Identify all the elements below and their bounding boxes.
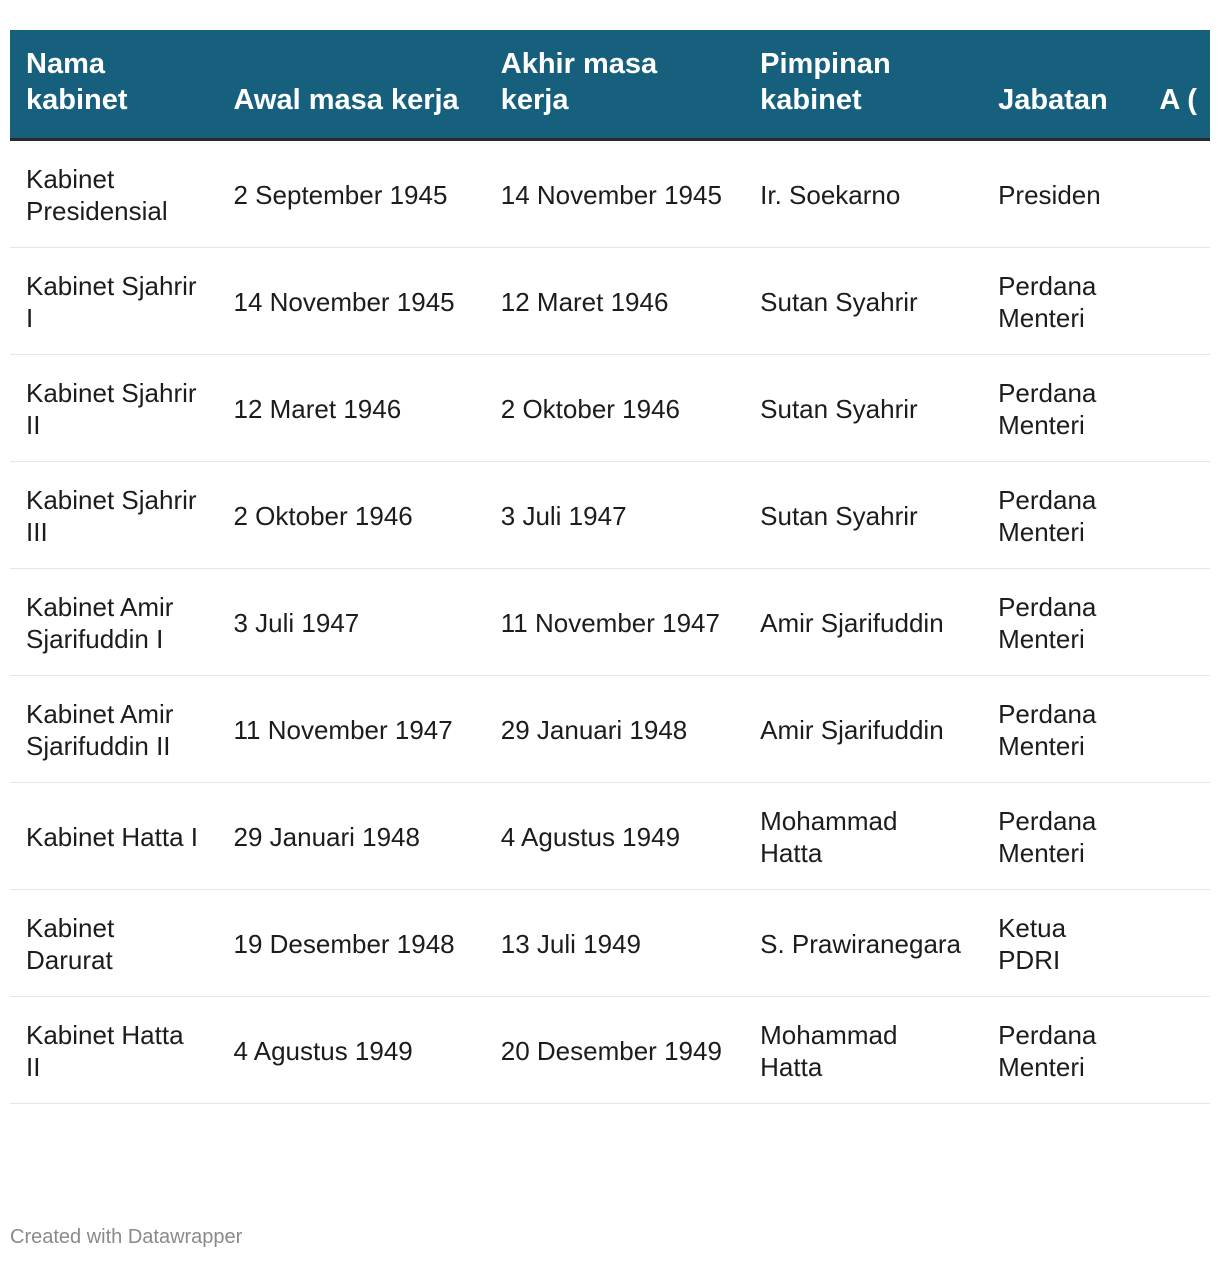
table-row: Kabinet Hatta II 4 Agustus 1949 20 Desembe…: [10, 996, 1210, 1104]
table-cell: Ketua PDRI: [982, 889, 1144, 997]
table-cell: Kabinet Sjahrir III: [10, 461, 218, 569]
datawrapper-credit[interactable]: Created with Datawrapper: [10, 1226, 243, 1248]
table-cell-overflow: [1143, 782, 1210, 890]
table-cell: 2 Oktober 1946: [217, 461, 485, 569]
cabinet-table: Nama kabinet Awal masa kerja Akhir masa ke…: [10, 30, 1210, 1104]
table-cell: 19 Desember 1948: [217, 889, 485, 997]
table-row: Kabinet Amir Sjarifuddin II 11 November 1…: [10, 675, 1210, 783]
table-cell: Amir Sjarifuddin: [744, 568, 983, 676]
table-cell: Kabinet Presidensial: [10, 139, 218, 248]
table-cell-overflow: [1143, 461, 1210, 569]
table-cell: Amir Sjarifuddin: [744, 675, 983, 783]
table-cell: 12 Maret 1946: [217, 354, 485, 462]
table-cell-overflow: [1143, 675, 1210, 783]
table-body: Kabinet Presidensial 2 September 1945 14 N…: [10, 139, 1210, 1104]
table-cell: 11 November 1947: [484, 568, 745, 676]
table-row: Kabinet Darurat 19 Desember 1948 13 Juli 1…: [10, 889, 1210, 997]
table-cell: 3 Juli 1947: [217, 568, 485, 676]
table-cell: Kabinet Sjahrir I: [10, 247, 218, 355]
table-cell-overflow: [1143, 139, 1210, 248]
table-cell: 11 November 1947: [217, 675, 485, 783]
table-cell: 2 September 1945: [217, 139, 485, 248]
column-header[interactable]: Jabatan: [982, 30, 1144, 141]
table-cell: Sutan Syahrir: [744, 354, 983, 462]
column-header[interactable]: A (: [1143, 30, 1210, 141]
table-cell: Mohammad Hatta: [744, 782, 983, 890]
table-cell: 4 Agustus 1949: [217, 996, 485, 1104]
table-cell: Mohammad Hatta: [744, 996, 983, 1104]
table-cell: Kabinet Hatta I: [10, 782, 218, 890]
table-cell: 14 November 1945: [484, 139, 745, 248]
table-cell: Sutan Syahrir: [744, 247, 983, 355]
table-cell: 12 Maret 1946: [484, 247, 745, 355]
table-cell: S. Prawiranegara: [744, 889, 983, 997]
table-cell: Kabinet Sjahrir II: [10, 354, 218, 462]
column-header[interactable]: Akhir masa kerja: [484, 30, 745, 141]
table-cell: Perdana Menteri: [982, 568, 1144, 676]
table-cell: Sutan Syahrir: [744, 461, 983, 569]
table-header: Nama kabinet Awal masa kerja Akhir masa ke…: [10, 30, 1210, 141]
table-cell: Ir. Soekarno: [744, 139, 983, 248]
table-cell: 20 Desember 1949: [484, 996, 745, 1104]
table-cell: 29 Januari 1948: [217, 782, 485, 890]
table-cell: 29 Januari 1948: [484, 675, 745, 783]
table-cell: 4 Agustus 1949: [484, 782, 745, 890]
table-row: Kabinet Sjahrir II 12 Maret 1946 2 Oktober…: [10, 354, 1210, 462]
table-cell: 3 Juli 1947: [484, 461, 745, 569]
table-cell: 2 Oktober 1946: [484, 354, 745, 462]
column-header[interactable]: Pimpinan kabinet: [744, 30, 983, 141]
table-cell: Perdana Menteri: [982, 782, 1144, 890]
table-row: Kabinet Presidensial 2 September 1945 14 N…: [10, 139, 1210, 248]
table-cell-overflow: [1143, 568, 1210, 676]
table-cell: Kabinet Amir Sjarifuddin II: [10, 675, 218, 783]
table-cell: Perdana Menteri: [982, 461, 1144, 569]
table-row: Kabinet Sjahrir I 14 November 1945 12 Mare…: [10, 247, 1210, 355]
table-cell-overflow: [1143, 354, 1210, 462]
table-cell: Kabinet Darurat: [10, 889, 218, 997]
table-cell-overflow: [1143, 889, 1210, 997]
table-cell: Kabinet Hatta II: [10, 996, 218, 1104]
column-header[interactable]: Nama kabinet: [10, 30, 218, 141]
table-cell: 14 November 1945: [217, 247, 485, 355]
column-header[interactable]: Awal masa kerja: [217, 30, 485, 141]
table-cell: Perdana Menteri: [982, 247, 1144, 355]
table-cell: 13 Juli 1949: [484, 889, 745, 997]
table-cell-overflow: [1143, 996, 1210, 1104]
table-cell: Perdana Menteri: [982, 675, 1144, 783]
table-cell-overflow: [1143, 247, 1210, 355]
header-row: Nama kabinet Awal masa kerja Akhir masa ke…: [10, 30, 1210, 141]
table-row: Kabinet Hatta I 29 Januari 1948 4 Agustus …: [10, 782, 1210, 890]
table-row: Kabinet Sjahrir III 2 Oktober 1946 3 Juli …: [10, 461, 1210, 569]
cabinet-table-container: Nama kabinet Awal masa kerja Akhir masa ke…: [10, 30, 1210, 1104]
table-cell: Kabinet Amir Sjarifuddin I: [10, 568, 218, 676]
table-cell: Perdana Menteri: [982, 354, 1144, 462]
table-cell: Perdana Menteri: [982, 996, 1144, 1104]
table-cell: Presiden: [982, 139, 1144, 248]
